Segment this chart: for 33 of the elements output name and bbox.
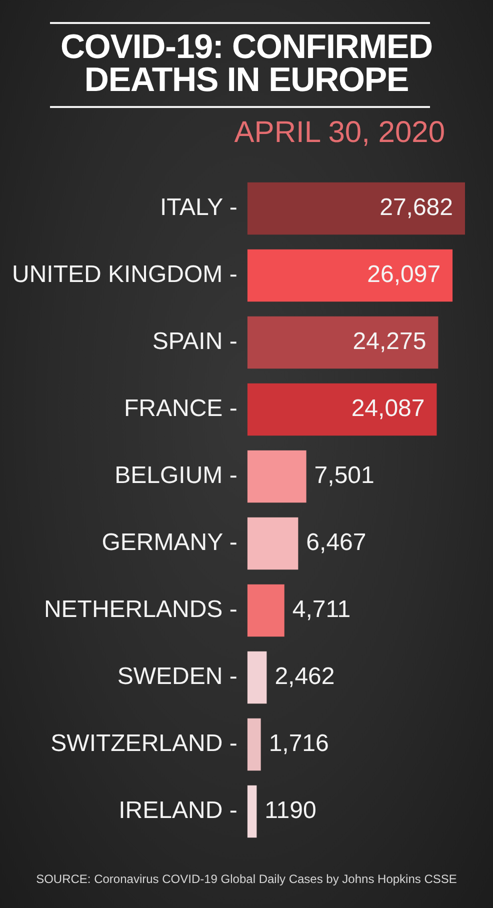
bar	[247, 182, 465, 235]
data-label: 7,501	[314, 462, 374, 490]
y-tick-label: FRANCE -	[124, 395, 238, 422]
y-tick-label: IRELAND -	[118, 797, 238, 824]
data-label: 24,087	[351, 395, 425, 422]
y-tick-label: BELGIUM -	[114, 462, 238, 490]
source-note: SOURCE: Coronavirus COVID-19 Global Daily Cases by Johns Hopkins CSSE	[35, 872, 458, 886]
data-label: 24,275	[352, 328, 426, 356]
data-label: 4,711	[292, 596, 351, 624]
data-label: 27,682	[380, 194, 453, 222]
bar	[247, 785, 257, 838]
y-tick-label: GERMANY -	[102, 529, 238, 556]
bar	[247, 517, 298, 570]
bar	[247, 718, 261, 771]
y-tick-label: SWITZERLAND -	[50, 730, 238, 758]
chart-subtitle: APRIL 30, 2020	[234, 116, 445, 150]
data-label: 2,462	[274, 663, 335, 690]
bar	[247, 651, 267, 704]
bar	[247, 249, 453, 302]
bar	[247, 383, 437, 436]
y-tick-label: NETHERLANDS -	[44, 596, 238, 624]
data-label: 1190	[264, 797, 316, 824]
bar	[247, 584, 284, 637]
data-label: 6,467	[306, 529, 366, 556]
y-tick-label: SWEDEN -	[117, 663, 238, 690]
y-tick-label: UNITED KINGDOM -	[12, 261, 238, 288]
y-tick-label: ITALY -	[160, 194, 238, 222]
y-tick-label: SPAIN -	[152, 328, 238, 356]
bar	[247, 316, 438, 369]
chart-title: COVID-19: CONFIRMED DEATHS IN EUROPE	[59, 28, 434, 99]
data-label: 1,716	[268, 730, 329, 758]
bar	[247, 450, 306, 503]
data-label: 26,097	[367, 261, 441, 288]
